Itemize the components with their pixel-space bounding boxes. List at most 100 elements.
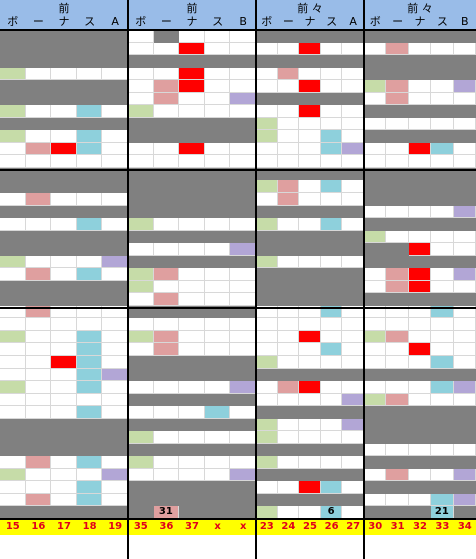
gray-band — [277, 30, 300, 43]
empty-cell — [299, 180, 321, 193]
empty-cell — [408, 318, 432, 331]
gray-band — [128, 493, 154, 507]
gray-band — [408, 368, 432, 382]
column-header: ナ — [304, 15, 316, 28]
empty-cell — [277, 130, 300, 143]
gray-band — [256, 368, 278, 382]
gray-band — [256, 243, 278, 256]
red-cell — [179, 67, 205, 81]
empty-cell — [408, 205, 432, 219]
footer-number: x — [214, 521, 221, 532]
gray-band — [153, 30, 180, 43]
gray-band — [204, 393, 231, 407]
gray-band — [277, 368, 300, 382]
gray-band — [408, 30, 432, 43]
gray-band — [299, 443, 321, 457]
column-header: ボ — [369, 15, 381, 28]
purple-cell — [230, 243, 256, 256]
empty-cell — [299, 343, 321, 356]
gray-band — [453, 418, 476, 432]
gray-band — [128, 443, 154, 457]
empty-cell — [364, 205, 387, 219]
empty-cell — [102, 193, 128, 206]
gray-band — [204, 193, 231, 206]
panel-title: 前 — [58, 2, 70, 15]
cyan-cell — [431, 142, 454, 156]
gray-band — [299, 205, 321, 219]
gray-band — [230, 393, 256, 407]
empty-cell — [102, 105, 128, 118]
cyan-cell — [320, 343, 343, 356]
empty-cell — [25, 481, 52, 494]
gray-band — [342, 368, 364, 382]
gray-band — [364, 418, 387, 432]
panel-divider — [127, 0, 129, 559]
gray-band — [179, 180, 205, 193]
gray-band — [0, 42, 26, 56]
pink-cell — [386, 80, 409, 93]
empty-cell — [153, 42, 180, 56]
empty-cell — [230, 330, 256, 344]
empty-cell — [128, 381, 154, 394]
gray-band — [408, 193, 432, 206]
empty-cell — [25, 468, 52, 482]
gray-band — [277, 205, 300, 219]
gray-band — [386, 105, 409, 118]
empty-cell — [408, 468, 432, 482]
empty-cell — [230, 80, 256, 93]
gray-band — [386, 218, 409, 231]
gray-band — [408, 55, 432, 68]
gray-band — [0, 243, 26, 256]
empty-cell — [408, 443, 432, 457]
gray-band — [204, 443, 231, 457]
footer-number: 35 — [133, 521, 148, 532]
cyan-cell — [320, 130, 343, 143]
empty-cell — [320, 431, 343, 444]
empty-cell — [128, 142, 154, 156]
empty-cell — [128, 80, 154, 93]
gray-band — [453, 180, 476, 193]
empty-cell — [128, 318, 154, 331]
column-header: ス — [84, 15, 96, 28]
empty-cell — [230, 67, 256, 81]
empty-cell — [386, 155, 409, 168]
gray-band — [364, 67, 387, 81]
empty-cell — [320, 318, 343, 331]
green-cell — [256, 218, 278, 231]
gray-band — [277, 468, 300, 482]
empty-cell — [51, 481, 77, 494]
panel-divider — [363, 0, 365, 559]
gray-band — [299, 243, 321, 256]
empty-cell — [299, 393, 321, 407]
cyan-cell — [76, 130, 103, 143]
green-cell — [0, 255, 26, 269]
cyan-cell — [431, 356, 454, 369]
footer-number: 25 — [303, 521, 317, 532]
gray-band — [102, 280, 128, 294]
column-header: ナ — [414, 15, 426, 28]
gray-band — [51, 205, 77, 219]
gray-band — [277, 243, 300, 256]
empty-cell — [179, 406, 205, 419]
pink-cell — [153, 343, 180, 356]
gray-band — [179, 418, 205, 432]
empty-cell — [204, 67, 231, 81]
empty-cell — [128, 343, 154, 356]
gray-band — [51, 167, 77, 181]
green-cell — [128, 456, 154, 469]
gray-band — [153, 418, 180, 432]
gray-band — [179, 193, 205, 206]
gray-band — [25, 280, 52, 294]
empty-cell — [204, 105, 231, 118]
red-cell — [408, 243, 432, 256]
gray-band — [102, 180, 128, 193]
empty-cell — [256, 42, 278, 56]
empty-cell — [408, 42, 432, 56]
cyan-cell — [76, 142, 103, 156]
gray-band — [364, 368, 387, 382]
empty-cell — [320, 80, 343, 93]
empty-cell — [102, 406, 128, 419]
gray-band — [179, 255, 205, 269]
empty-cell — [431, 330, 454, 344]
empty-cell — [364, 468, 387, 482]
